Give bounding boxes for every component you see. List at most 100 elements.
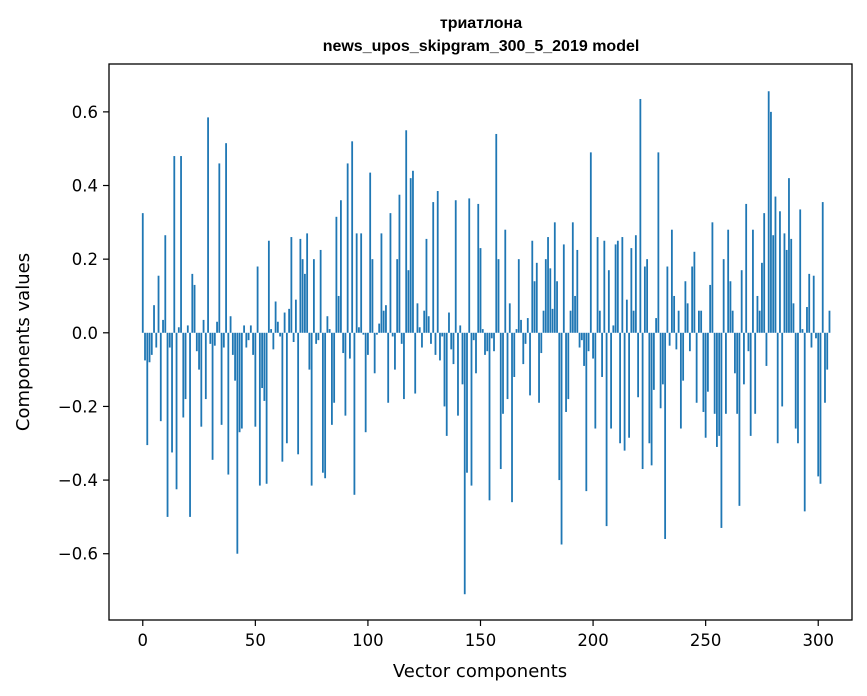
bar [707,332,709,392]
bar [752,229,754,333]
bar [679,332,682,429]
bar [443,332,446,407]
bar [812,275,815,333]
bar [376,332,378,335]
bar [200,332,203,427]
bar [409,178,412,333]
bar [513,332,516,377]
x-tick-label: 150 [465,631,497,650]
bar [360,233,363,333]
bar [394,332,396,370]
bar [452,332,455,365]
bar [218,163,221,333]
bar [785,249,788,333]
bar [781,332,784,407]
bar [686,303,689,333]
bar [558,332,561,481]
bar [267,240,270,333]
bar [319,249,322,333]
bar [763,213,766,333]
bar [486,332,489,352]
bar [578,332,581,348]
bar [639,98,642,333]
bar [245,332,248,348]
bar [144,332,146,361]
bar [738,332,741,506]
bar [234,332,236,381]
bar [806,307,808,333]
bar [515,329,518,333]
bar [211,332,214,460]
y-tick-label: −0.6 [58,545,98,564]
bar [695,332,698,403]
bar [335,216,338,333]
bar [189,332,191,517]
bar [673,295,676,333]
bar [270,329,273,333]
bar [628,332,630,438]
bar [414,332,417,394]
bar [661,332,664,385]
bar [475,332,477,374]
bar [249,325,252,333]
bar [285,332,288,444]
bar [648,332,651,444]
bar [493,332,495,352]
bar [155,332,158,348]
bar [720,332,723,528]
bar [387,332,390,403]
bar [346,163,349,333]
bar [801,329,804,333]
bar [677,310,680,333]
bar [263,332,266,401]
bar [362,332,365,335]
y-tick-label: −0.4 [58,471,98,490]
bar [385,305,387,333]
y-axis-label: Components values [13,253,34,431]
bar [522,332,525,365]
bar [495,133,498,333]
bar [610,332,612,429]
bar [596,237,599,333]
bar [450,332,453,350]
bar [436,191,439,333]
bar [774,196,777,333]
bar [670,229,673,333]
y-tick-label: −0.2 [58,397,98,416]
x-axis: 0 50 100 150 200 250 300 [138,620,834,650]
bar [252,332,254,355]
bar [659,332,662,409]
bar [544,259,547,333]
bar [344,332,347,416]
bar [725,332,727,414]
bar [605,332,608,527]
bar [225,143,227,333]
bar [412,170,414,333]
bar [202,319,205,333]
bar [243,325,245,333]
bar [553,222,556,333]
bar [463,332,466,595]
bar [607,270,610,333]
bar [526,318,529,333]
bar [490,332,493,339]
bar [380,233,383,333]
bar [461,332,464,385]
bar [734,332,736,374]
bar [698,310,700,333]
y-tick-label: 0.4 [72,177,98,196]
bar [808,273,811,333]
bar [315,332,318,344]
bar [497,259,500,333]
bar [308,332,311,370]
bar [565,332,567,412]
bar [342,332,345,354]
bar [594,332,597,429]
bar [549,268,552,333]
bar [758,310,761,333]
bar [369,172,372,333]
bar [749,332,752,436]
plot-frame [108,63,853,621]
bar [652,332,655,390]
bar [583,332,585,366]
